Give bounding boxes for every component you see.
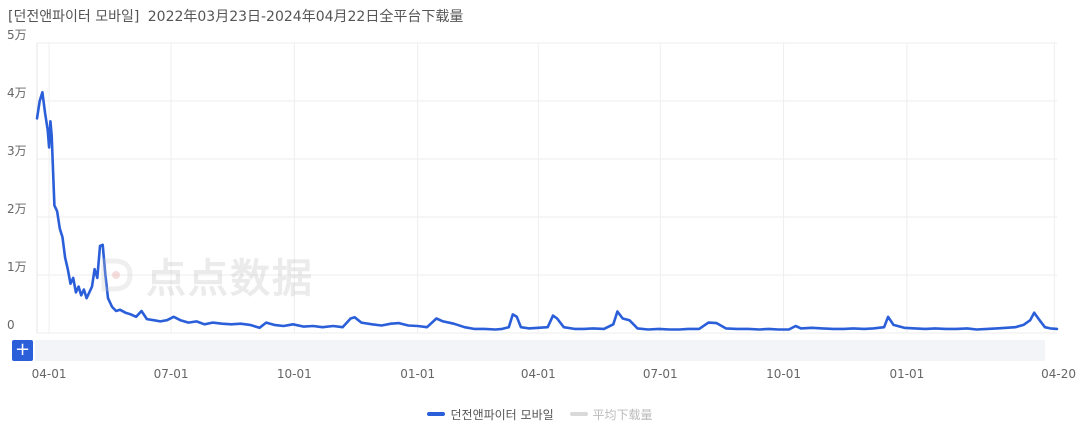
legend-label-average: 平均下载量 bbox=[592, 407, 653, 422]
watermark-text: 点点数据 bbox=[146, 256, 314, 302]
x-axis: 04-01 07-01 10-01 01-01 04-01 07-01 10-01 01-01… bbox=[32, 367, 1076, 381]
y-tick-label: 5万 bbox=[7, 28, 27, 42]
legend-swatch-main bbox=[427, 412, 446, 416]
x-tick-label: 01-01 bbox=[400, 367, 435, 381]
app-name: [던전앤파이터 모바일] bbox=[8, 9, 140, 25]
series-group bbox=[35, 91, 1059, 331]
expand-range-button[interactable]: + bbox=[12, 340, 33, 361]
series-line bbox=[35, 91, 1059, 331]
y-tick-label: 2万 bbox=[7, 202, 27, 216]
legend: 던전앤파이터 모바일 平均下载量 bbox=[0, 405, 1080, 423]
x-tick-label: 10-01 bbox=[277, 367, 312, 381]
x-tick-label: 04-20 bbox=[1041, 367, 1076, 381]
y-tick-label: 4万 bbox=[7, 86, 27, 100]
y-tick-label: 1万 bbox=[7, 260, 27, 274]
watermark: 点点数据 bbox=[100, 246, 314, 304]
x-tick-label: 07-01 bbox=[154, 367, 189, 381]
date-range-text: 2022年03月23日-2024年04月22日全平台下载量 bbox=[147, 9, 464, 25]
x-tick-label: 04-01 bbox=[521, 367, 556, 381]
grid-lines bbox=[37, 42, 1057, 334]
legend-label-main: 던전앤파이터 모바일 bbox=[450, 407, 554, 422]
legend-swatch-average bbox=[569, 412, 588, 416]
watermark-logo-icon bbox=[100, 255, 134, 295]
legend-item-average[interactable]: 平均下载量 bbox=[569, 406, 653, 423]
chart-title: [던전앤파이터 모바일] 2022年03月23日-2024年04月22日全平台下… bbox=[8, 6, 467, 26]
y-tick-label: 0 bbox=[7, 318, 15, 332]
y-axis: 0 1万 2万 3万 4万 5万 bbox=[7, 28, 38, 333]
x-tick-label: 10-01 bbox=[766, 367, 801, 381]
legend-item-main-series[interactable]: 던전앤파이터 모바일 bbox=[427, 406, 554, 423]
y-tick-label: 3万 bbox=[7, 144, 27, 158]
range-slider[interactable] bbox=[35, 340, 1045, 361]
x-tick-label: 01-01 bbox=[889, 367, 924, 381]
x-tick-label: 07-01 bbox=[643, 367, 678, 381]
download-line-chart: 0 1万 2万 3万 4万 5万 04-01 07-01 10-01 01-01 04-01 07-… bbox=[7, 28, 1076, 381]
x-tick-label: 04-01 bbox=[32, 367, 67, 381]
